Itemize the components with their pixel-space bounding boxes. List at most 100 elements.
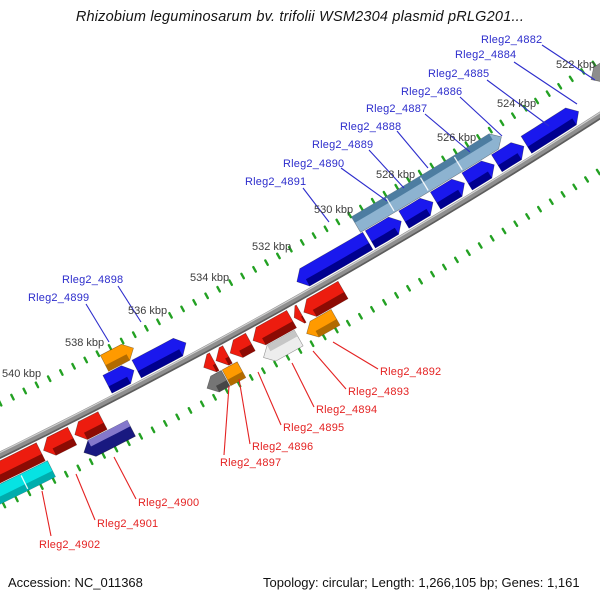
gene-label[interactable]: Rleg2_4899 [28, 292, 89, 304]
scale-dot [430, 270, 435, 278]
gene-arrow-bevel [225, 356, 233, 366]
gene-label[interactable]: Rleg2_4902 [39, 539, 100, 551]
label-leader-line [223, 385, 230, 456]
position-label: 526 kbp [437, 132, 476, 144]
gene-separator [20, 475, 29, 490]
gene-arrow-bevel [436, 189, 463, 210]
gene-label[interactable]: Rleg2_4898 [62, 274, 123, 286]
gene-arrow[interactable] [590, 37, 600, 83]
scale-dot [1, 501, 7, 509]
gene-arrow-bevel [527, 118, 577, 154]
gene-arrow-bevel [305, 243, 373, 286]
gene-label[interactable]: Rleg2_4900 [138, 497, 199, 509]
gene-arrow-bevel [212, 363, 219, 372]
scale-dot [489, 234, 495, 242]
gene-separator [453, 156, 463, 171]
scale-dot [382, 298, 387, 306]
scale-dot [34, 381, 40, 389]
gene-label[interactable]: Rleg2_4888 [340, 121, 401, 133]
scale-dot [204, 292, 210, 300]
scale-dot [572, 183, 578, 191]
scale-dot [323, 225, 329, 233]
label-leader-line [541, 44, 596, 81]
backbone-highlight [0, 112, 600, 454]
gene-label[interactable]: Rleg2_4889 [312, 139, 373, 151]
gene-arrow-bevel [105, 354, 130, 372]
scale-dot [545, 90, 551, 97]
scale-dot [126, 439, 131, 447]
position-label: 522 kbp [556, 59, 595, 71]
gene-label[interactable]: Rleg2_4895 [283, 422, 344, 434]
scale-dot [168, 311, 173, 319]
gene-label[interactable]: Rleg2_4897 [220, 457, 281, 469]
scale-dot [131, 331, 137, 339]
gene-arrow-bevel [301, 315, 307, 324]
gene-label[interactable]: Rleg2_4901 [97, 518, 158, 530]
gene-label[interactable]: Rleg2_4885 [428, 68, 489, 80]
scale-dot [199, 400, 205, 408]
scale-dot [71, 362, 76, 370]
gene-label[interactable]: Rleg2_4882 [481, 34, 542, 46]
scale-dot [525, 213, 531, 220]
scale-dot [568, 75, 574, 83]
gene-arrow[interactable] [99, 343, 134, 372]
gene-label[interactable]: Rleg2_4893 [348, 386, 409, 398]
scale-dot [345, 319, 351, 327]
accession-text: Accession: NC_011368 [8, 575, 143, 590]
label-leader-line [424, 113, 471, 153]
scale-dot [560, 191, 566, 198]
scale-dot [10, 393, 15, 401]
gene-arrow-bevel [0, 453, 46, 483]
scale-dot [418, 277, 424, 285]
scale-dot [309, 340, 315, 348]
gene-arrow-bevel [468, 171, 492, 190]
label-leader-line [291, 362, 315, 408]
scale-dot [212, 393, 217, 401]
gene-arrow-bevel [371, 227, 399, 248]
scale-dot [264, 259, 269, 267]
scale-dot [0, 400, 3, 407]
scale-dot [107, 343, 113, 351]
label-leader-line [113, 456, 137, 500]
scale-dot [406, 176, 412, 184]
label-leader-line [117, 285, 142, 323]
label-leader-line [257, 371, 282, 426]
position-label: 538 kbp [65, 337, 104, 349]
scale-dot [83, 356, 89, 364]
gene-arrow-bevel [267, 330, 298, 352]
gene-label[interactable]: Rleg2_4896 [252, 441, 313, 453]
label-leader-line [340, 167, 388, 202]
label-leader-line [312, 350, 347, 390]
gene-label[interactable]: Rleg2_4892 [380, 366, 441, 378]
gene-label[interactable]: Rleg2_4884 [455, 49, 516, 61]
scale-dot [499, 119, 505, 127]
scale-dot [95, 350, 101, 358]
gene-label[interactable]: Rleg2_4886 [401, 86, 462, 98]
scale-dot [51, 476, 57, 484]
label-leader-line [486, 79, 550, 127]
scale-dot [150, 426, 156, 434]
scale-dot [119, 337, 125, 345]
gene-label[interactable]: Rleg2_4894 [316, 404, 377, 416]
label-leader-line [302, 187, 330, 223]
scale-dot [510, 112, 517, 119]
gene-label[interactable]: Rleg2_4890 [283, 158, 344, 170]
scale-dot [464, 141, 470, 148]
scale-dot [187, 407, 193, 414]
scale-dot [347, 211, 353, 219]
gene-label[interactable]: Rleg2_4887 [366, 103, 427, 115]
gene-arrow-bevel [87, 420, 131, 447]
gene-arrow-bevel [216, 380, 230, 392]
scale-dot [548, 198, 554, 206]
scale-dot [22, 387, 28, 395]
scale-dot [88, 458, 94, 466]
gene-label[interactable]: Rleg2_4891 [245, 176, 306, 188]
scale-dot [417, 169, 423, 177]
scale-dot [311, 232, 317, 239]
label-leader-line [396, 130, 429, 169]
scale-dot [273, 360, 279, 368]
scale-dot [163, 419, 168, 427]
topology-text: Topology: circular; Length: 1,266,105 bp… [263, 575, 580, 590]
scale-dot [252, 265, 257, 273]
